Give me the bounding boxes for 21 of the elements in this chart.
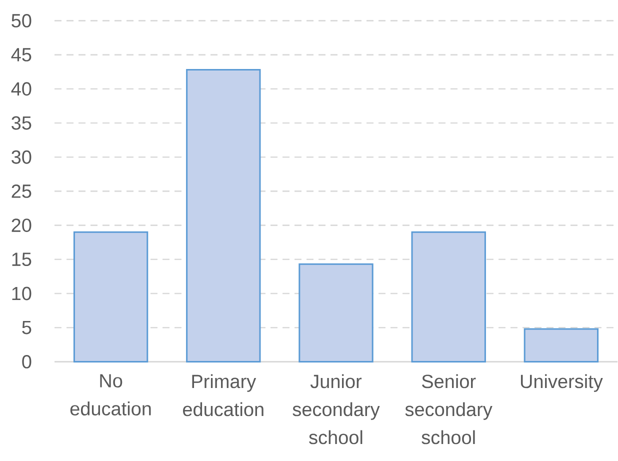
bar [186,69,261,362]
x-tick-label: University [520,374,603,392]
bar [298,263,374,362]
y-tick-label: 15 [12,252,32,266]
y-tick-label: 50 [12,14,32,28]
y-tick-label: 25 [12,184,32,198]
y-tick-label: 35 [12,116,32,130]
x-tick-label: Junior secondary school [292,374,380,444]
y-tick-label: 0 [22,354,32,368]
y-tick-label: 10 [12,286,32,300]
y-tick-label: 30 [12,150,32,164]
y-tick-label: 45 [11,48,32,62]
bar [524,328,599,362]
y-tick-label: 20 [12,218,32,232]
y-tick-label: 5 [22,320,32,334]
bar [411,231,486,362]
x-tick-label: Primary education [183,374,264,416]
x-tick-label: Senior secondary school [405,374,492,444]
bar [73,231,148,362]
y-tick-label: 40 [11,82,32,96]
x-tick-label: No education [70,374,151,416]
